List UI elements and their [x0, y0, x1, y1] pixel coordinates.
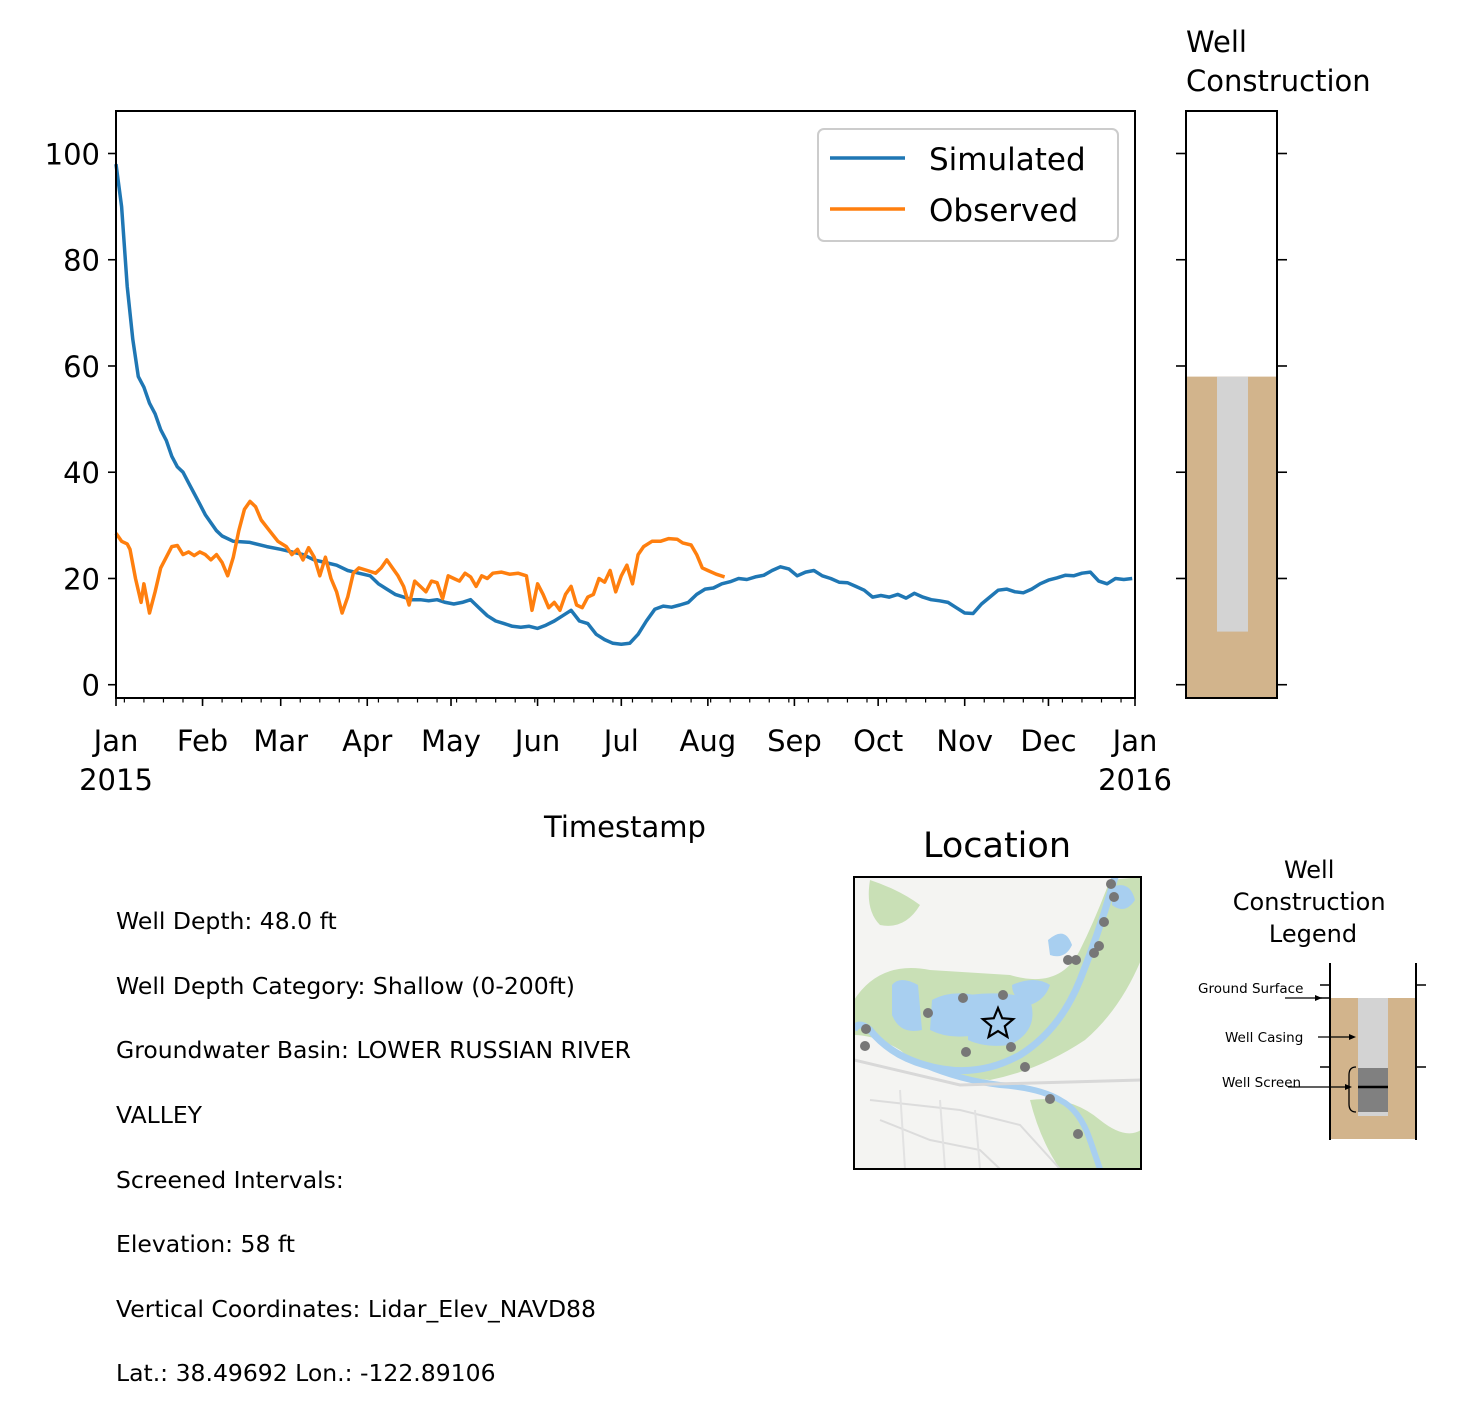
nearby-well-point — [1045, 1094, 1055, 1104]
nearby-well-point — [861, 1024, 871, 1034]
x-axis-label: Timestamp — [543, 810, 706, 844]
well-panel-ticks — [1176, 152, 1287, 686]
y-tick-label: 60 — [63, 350, 100, 384]
map-road — [869, 1099, 1061, 1169]
legend-panel-title: Well Construction Legend — [1233, 856, 1393, 948]
star-icon — [980, 1005, 1016, 1040]
map-title: Location — [923, 826, 1071, 866]
legend: Simulated Observed — [817, 128, 1119, 242]
x-tick-label: Jul — [602, 724, 639, 758]
nearby-well-point — [1089, 948, 1099, 958]
map-road — [854, 1058, 1141, 1087]
map-vegetation — [854, 877, 1141, 1080]
x-tick-label: Jan 2015 — [79, 724, 153, 797]
y-axis: 0 20 40 60 80 100 — [45, 137, 116, 703]
x-tick-label: Jan 2016 — [1098, 724, 1172, 797]
nearby-well-point — [1106, 879, 1116, 889]
well-construction-panel: Well Construction — [1176, 25, 1371, 699]
arrow-head-icon — [1349, 1034, 1356, 1040]
map-pond — [930, 993, 975, 1037]
nearby-well-point — [923, 1008, 933, 1018]
map-frame — [853, 876, 1142, 1170]
legend-label-observed: Observed — [929, 193, 1078, 229]
legend-panel-screen — [1358, 1068, 1388, 1112]
location-map: Location — [853, 826, 1142, 1170]
info-screened-intervals: Screened Intervals: — [116, 1165, 344, 1194]
x-axis: Jan 2015 Feb Mar Apr May Jun Jul Aug Sep Oct Nov Dec… — [79, 698, 1172, 797]
info-vertical-coordinates: Vertical Coordinates: Lidar_Elev_NAVD88 — [116, 1294, 596, 1323]
nearby-well-point — [1094, 941, 1104, 951]
legend-label-simulated: Simulated — [929, 142, 1086, 178]
nearby-well-point — [1020, 1062, 1030, 1072]
well-construction-title-line-1: Well — [1186, 25, 1247, 59]
figure: 0 20 40 60 80 100 Jan 2015 Feb Mar Apr May Jun Jul Au… — [45, 25, 1426, 1170]
x-tick-label: Dec — [1020, 724, 1076, 758]
y-tick-label: 40 — [63, 456, 100, 490]
main-chart: 0 20 40 60 80 100 Jan 2015 Feb Mar Apr May Jun Jul Au… — [45, 110, 1172, 844]
well-construction-title: Well Construction — [1186, 25, 1371, 98]
map-pond — [1012, 980, 1050, 1005]
nearby-well-point — [1063, 955, 1073, 965]
map-road — [879, 1119, 1001, 1169]
x-tick-label: Mar — [253, 724, 308, 758]
x-tick-label: Sep — [767, 724, 822, 758]
y-tick-label: 100 — [45, 137, 100, 171]
well-casing — [1217, 376, 1248, 632]
legend-label-ground-surface: Ground Surface — [1198, 981, 1303, 997]
x-tick-label: Aug — [680, 724, 737, 758]
legend-panel-title-line: Well — [1284, 856, 1334, 884]
info-basin-continued: VALLEY — [116, 1101, 203, 1130]
map-vegetation-north — [868, 880, 920, 926]
info-depth-category: Well Depth Category: Shallow (0-200ft) — [116, 971, 575, 1000]
x-tick-label: Apr — [342, 724, 392, 758]
legend-panel-title-line: Construction — [1233, 888, 1386, 916]
map-pond — [892, 980, 922, 1031]
well-panel-frame — [1185, 110, 1278, 699]
plot-frame — [115, 110, 1136, 699]
info-elevation: Elevation: 58 ft — [116, 1230, 295, 1259]
well-construction-legend: Well Construction Legend Ground Surface … — [1198, 856, 1426, 1140]
nearby-well-point — [1071, 955, 1081, 965]
nearby-well-point — [998, 990, 1008, 1000]
map-road — [899, 1089, 981, 1169]
info-lat-lon: Lat.: 38.49692 Lon.: -122.89106 — [116, 1359, 496, 1388]
well-construction-title-line-2: Construction — [1186, 64, 1371, 98]
y-tick-label: 80 — [63, 244, 100, 278]
map-basemap — [854, 877, 1141, 1169]
legend-panel-bracket — [1348, 1066, 1357, 1113]
map-pond — [968, 993, 1033, 1046]
map-nearby-wells — [860, 879, 1119, 1139]
legend-label-well-screen: Well Screen — [1222, 1075, 1301, 1091]
x-tick-label: Oct — [853, 724, 903, 758]
x-tick-label: Nov — [936, 724, 993, 758]
arrow-head-icon — [1315, 995, 1322, 1001]
series-line-observed — [114, 499, 726, 615]
legend-panel-ticks — [1320, 984, 1426, 1068]
plot-lines — [114, 163, 1133, 647]
nearby-well-point — [1099, 917, 1109, 927]
info-basin: Groundwater Basin: LOWER RUSSIAN RIVER — [116, 1036, 632, 1065]
legend-label-well-casing: Well Casing — [1225, 1030, 1303, 1046]
well-info: Well Depth: 48.0 ft Well Depth Category:… — [116, 873, 631, 1422]
y-tick-label: 20 — [63, 562, 100, 596]
nearby-well-point — [958, 993, 968, 1003]
series-line-simulated — [114, 163, 1133, 647]
nearby-well-point — [961, 1047, 971, 1057]
x-tick-label: Feb — [177, 724, 228, 758]
legend-panel-title-line: Legend — [1269, 920, 1357, 948]
info-well-depth: Well Depth: 48.0 ft — [116, 907, 337, 936]
y-tick-label: 0 — [82, 669, 100, 703]
map-river-south — [923, 1062, 1103, 1169]
nearby-well-point — [1006, 1042, 1016, 1052]
nearby-well-point — [1073, 1129, 1083, 1139]
map-pond — [1112, 885, 1135, 909]
x-tick-label: May — [421, 724, 481, 758]
nearby-well-point — [860, 1041, 870, 1051]
map-pond — [1048, 933, 1072, 957]
nearby-well-point — [1109, 892, 1119, 902]
x-tick-label: Jun — [513, 724, 560, 758]
